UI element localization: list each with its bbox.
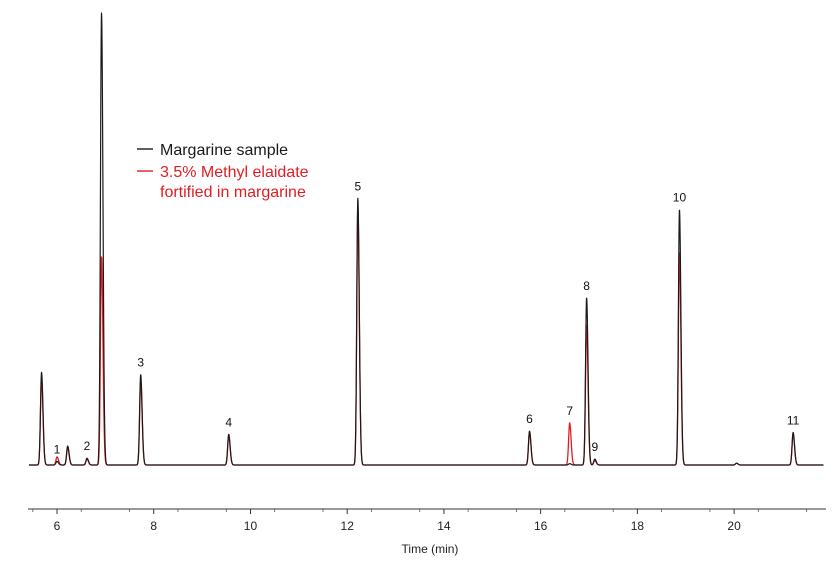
x-tick-label-18: 18: [631, 519, 645, 533]
peak-label-6: 6: [526, 412, 533, 426]
x-tick-label-12: 12: [341, 519, 355, 533]
x-axis-ticks: 6 8 10 12 14 16 18 20: [32, 509, 808, 533]
legend-label-margarine: Margarine sample: [160, 142, 288, 159]
x-tick-label-20: 20: [727, 519, 741, 533]
x-tick-label-10: 10: [244, 519, 258, 533]
peak-label-7: 7: [566, 404, 573, 418]
x-axis: 6 8 10 12 14 16 18 20 Time (min): [28, 508, 826, 556]
peak-label-9: 9: [591, 440, 598, 454]
x-tick-label-16: 16: [534, 519, 548, 533]
legend: Margarine sample 3.5% Methyl elaidate fo…: [137, 142, 309, 201]
legend-label-fortified-line2: fortified in margarine: [160, 184, 306, 201]
series-line-margarine: [28, 12, 824, 466]
legend-label-fortified: 3.5% Methyl elaidate: [160, 164, 309, 181]
peak-labels: 1 2 3 4 5 6 7 8 9 10 11: [54, 179, 800, 456]
peak-label-3: 3: [137, 356, 144, 370]
peak-label-1: 1: [54, 442, 61, 456]
peak-label-4: 4: [225, 415, 232, 429]
peak-label-11: 11: [787, 413, 800, 427]
series-line-fortified: [28, 206, 824, 466]
peak-label-2: 2: [84, 439, 91, 453]
x-tick-label-6: 6: [54, 519, 61, 533]
x-axis-title: Time (min): [402, 542, 459, 556]
peak-label-10: 10: [673, 191, 687, 205]
peak-label-8: 8: [583, 279, 590, 293]
traces: [28, 12, 824, 466]
peak-label-5: 5: [354, 179, 361, 193]
x-tick-label-8: 8: [150, 519, 157, 533]
x-tick-label-14: 14: [437, 519, 451, 533]
